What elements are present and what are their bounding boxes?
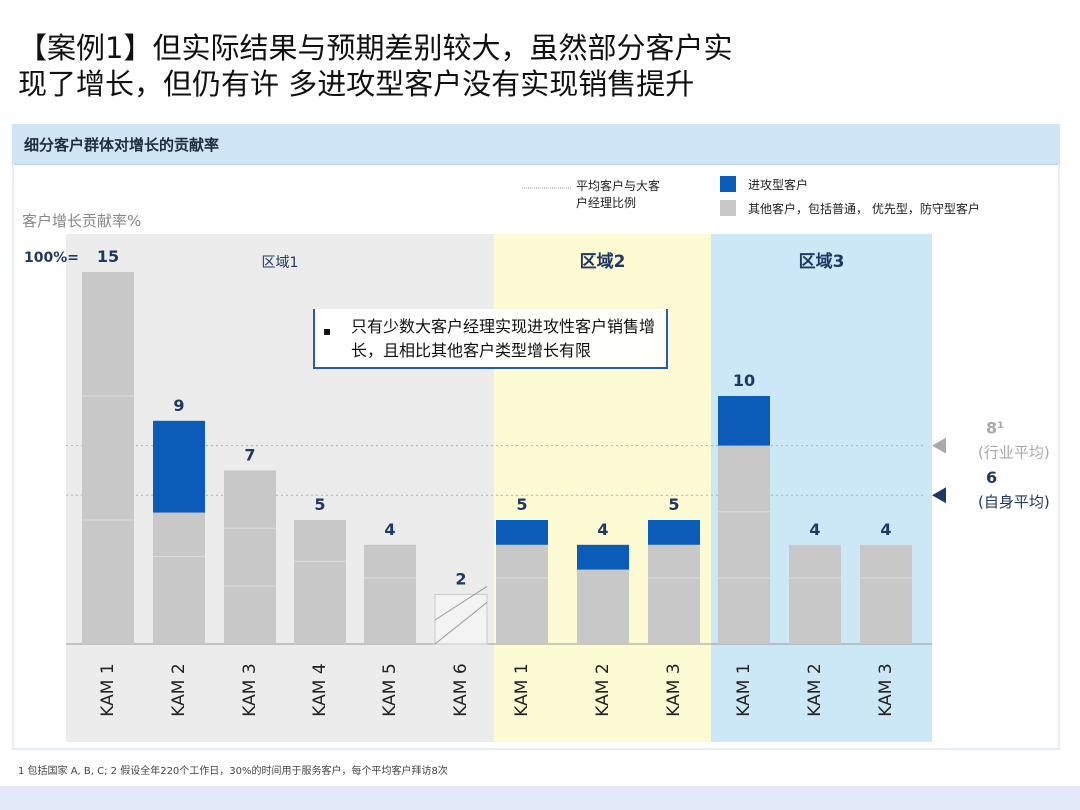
category-label: KAM 1 xyxy=(512,663,532,716)
bar-other xyxy=(789,544,841,644)
bar-other xyxy=(434,593,488,645)
bar-other xyxy=(860,544,912,644)
bar-total-label: 5 xyxy=(314,495,325,514)
bar-hatch xyxy=(434,585,488,621)
bar-aggressive xyxy=(496,520,548,545)
region-3-label: 区域3 xyxy=(799,251,845,272)
legend-aggressive-label: 进攻型客户 xyxy=(748,177,808,192)
legend-aggressive-swatch xyxy=(720,176,736,192)
legend-avg-ratio-label-line-2: 户经理比例 xyxy=(576,195,636,210)
bar-total-label: 10 xyxy=(733,371,755,390)
bar-other xyxy=(294,520,346,644)
legend-other-label: 其他客户，包括普通， 优先型，防守型客户 xyxy=(748,201,980,216)
category-label: KAM 6 xyxy=(451,663,471,716)
bar-aggressive xyxy=(577,544,629,570)
total-label: 100%= xyxy=(24,250,79,266)
region-1-label: 区域1 xyxy=(262,255,299,271)
category-label: KAM 4 xyxy=(310,663,330,716)
reference-value-1: 8¹ xyxy=(986,419,1004,438)
bar-aggressive xyxy=(648,520,700,545)
category-label: KAM 5 xyxy=(380,663,400,716)
panel-header-title: 细分客户群体对增长的贡献率 xyxy=(24,136,220,154)
bullet-icon: ▪ xyxy=(323,324,332,338)
page-title: 【案例1】但实际结果与预期差别较大，虽然部分客户实 现了增长，但仍有许 多进攻型… xyxy=(18,30,818,102)
bar-aggressive xyxy=(153,420,205,513)
bar-total-label: 7 xyxy=(244,445,255,464)
panel-frame xyxy=(12,164,1060,750)
category-label: KAM 1 xyxy=(98,663,118,716)
bar-aggressive xyxy=(718,396,770,446)
category-label: KAM 3 xyxy=(664,663,684,716)
page-title-line-2: 现了增长，但仍有许 多进攻型客户没有实现销售提升 xyxy=(18,67,695,101)
legend-other-swatch xyxy=(720,200,736,216)
reference-label-1: (行业平均) xyxy=(978,444,1050,462)
bar-other xyxy=(364,544,416,644)
category-label: KAM 3 xyxy=(240,663,260,716)
bar-total-label: 4 xyxy=(880,520,891,539)
reference-marker-2 xyxy=(932,487,946,504)
bar-other xyxy=(82,272,134,644)
reference-marker-1 xyxy=(932,437,946,454)
bar-total-label: 4 xyxy=(597,520,608,539)
bar-other xyxy=(577,569,629,644)
category-label: KAM 1 xyxy=(734,663,754,716)
legend-avg-ratio-label-line-1: 平均客户与大客 xyxy=(576,178,660,193)
bar-other xyxy=(496,544,548,644)
category-label: KAM 2 xyxy=(593,663,613,716)
page-title-line-1: 【案例1】但实际结果与预期差别较大，虽然部分客户实 xyxy=(18,31,733,65)
footnote: 1 包括国家 A, B, C; 2 假设全年220个工作日，30%的时间用于服务… xyxy=(18,766,448,777)
callout-text: 只有少数大客户经理实现进攻性客户销售增长，且相比其他客户类型增长有限 xyxy=(351,317,656,360)
bar-other xyxy=(648,544,700,644)
category-label: KAM 2 xyxy=(169,663,189,716)
y-axis-title: 客户增长贡献率% xyxy=(22,212,141,230)
bar-total-label: 2 xyxy=(455,569,466,588)
region-2-label: 区域2 xyxy=(580,251,626,272)
bar-hatch xyxy=(434,602,488,645)
bar-total-label: 5 xyxy=(516,495,527,514)
bar-total-label: 15 xyxy=(97,247,119,266)
bar-total-label: 4 xyxy=(809,520,820,539)
bottom-bar xyxy=(0,786,1080,810)
category-label: KAM 3 xyxy=(876,663,896,716)
reference-value-2: 6 xyxy=(986,468,997,487)
bar-other xyxy=(718,445,770,644)
bar-total-label: 4 xyxy=(384,520,395,539)
category-label: KAM 2 xyxy=(805,663,825,716)
panel-header: 细分客户群体对增长的贡献率 xyxy=(12,124,1060,165)
callout-box: ▪ 只有少数大客户经理实现进攻性客户销售增长，且相比其他客户类型增长有限 xyxy=(313,309,668,369)
bar-total-label: 9 xyxy=(173,396,184,415)
bar-other xyxy=(224,470,276,644)
reference-label-2: (自身平均) xyxy=(978,493,1050,511)
bar-total-label: 5 xyxy=(668,495,679,514)
bar-other xyxy=(153,512,205,644)
